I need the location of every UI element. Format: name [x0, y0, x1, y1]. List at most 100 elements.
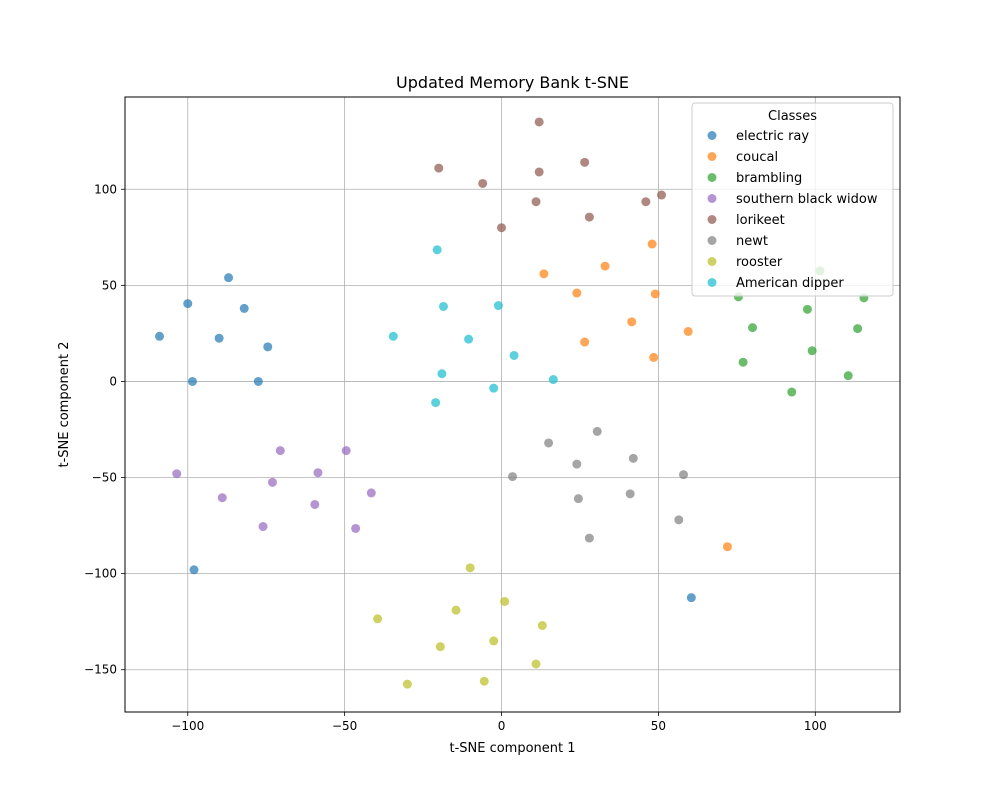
point-american-dipper: [431, 398, 441, 408]
point-southern-black-widow: [310, 499, 320, 509]
y-axis-label: t-SNE component 2: [57, 341, 72, 467]
legend-marker-electric-ray: [707, 131, 717, 140]
x-tick-label: 0: [498, 719, 506, 733]
point-lorikeet: [580, 157, 590, 167]
point-southern-black-widow: [217, 493, 227, 503]
point-lorikeet: [497, 223, 507, 233]
point-electric-ray: [187, 376, 197, 386]
point-coucal: [650, 289, 660, 299]
point-american-dipper: [509, 350, 519, 360]
point-newt: [573, 494, 583, 504]
legend-label-coucal: coucal: [736, 150, 778, 165]
legend-marker-american-dipper: [707, 278, 717, 287]
point-american-dipper: [489, 383, 499, 393]
point-lorikeet: [641, 197, 651, 207]
point-brambling: [802, 304, 812, 314]
point-electric-ray: [155, 331, 165, 341]
legend-label-southern-black-widow: southern black widow: [736, 192, 878, 207]
legend-label-lorikeet: lorikeet: [736, 213, 785, 228]
axis-ticks: −100 −50 0 50 100 −150 −100 −50 0 50 100: [84, 182, 827, 733]
point-brambling: [787, 387, 797, 397]
point-american-dipper: [388, 331, 398, 341]
data-points: [155, 117, 869, 689]
x-tick-label: 100: [804, 719, 827, 733]
point-newt: [628, 453, 638, 463]
x-tick-label: 50: [651, 719, 666, 733]
point-newt: [572, 459, 582, 469]
point-brambling: [807, 346, 817, 356]
legend-marker-rooster: [707, 257, 717, 266]
legend-label-american-dipper: American dipper: [736, 276, 844, 291]
point-lorikeet: [657, 190, 667, 200]
point-coucal: [722, 542, 732, 552]
point-southern-black-widow: [313, 468, 323, 478]
point-southern-black-widow: [267, 477, 277, 487]
point-electric-ray: [686, 593, 696, 603]
x-tick-label: −100: [171, 719, 204, 733]
point-lorikeet: [434, 163, 444, 173]
point-southern-black-widow: [351, 523, 361, 533]
point-coucal: [627, 317, 637, 327]
point-newt: [625, 489, 635, 499]
point-lorikeet: [531, 197, 541, 207]
point-american-dipper: [432, 245, 442, 255]
point-electric-ray: [253, 376, 263, 386]
x-tick-label: −50: [332, 719, 357, 733]
y-tick-label: −150: [84, 663, 117, 677]
legend-box: [691, 102, 894, 297]
y-tick-label: −50: [92, 471, 117, 485]
point-coucal: [572, 288, 582, 298]
y-tick-label: 0: [109, 374, 117, 388]
point-newt: [679, 470, 689, 480]
point-rooster: [451, 605, 461, 615]
point-american-dipper: [464, 334, 474, 344]
point-brambling: [843, 371, 853, 381]
point-lorikeet: [478, 178, 488, 188]
point-southern-black-widow: [366, 488, 376, 498]
point-electric-ray: [239, 303, 249, 313]
point-rooster: [373, 614, 383, 624]
chart-title: Updated Memory Bank t-SNE: [396, 73, 629, 92]
point-southern-black-widow: [258, 522, 268, 532]
legend-title: Classes: [768, 109, 817, 124]
point-coucal: [600, 261, 610, 271]
legend-marker-brambling: [707, 173, 717, 182]
point-rooster: [479, 676, 489, 686]
point-rooster: [489, 636, 499, 646]
point-lorikeet: [534, 167, 544, 177]
plot-area-frame: [124, 96, 901, 713]
legend-marker-lorikeet: [707, 215, 717, 224]
point-newt: [508, 472, 517, 482]
point-american-dipper: [437, 369, 447, 379]
legend-label-rooster: rooster: [736, 255, 783, 270]
point-newt: [592, 426, 602, 436]
point-rooster: [402, 679, 412, 689]
point-brambling: [748, 323, 758, 333]
point-lorikeet: [534, 117, 544, 127]
point-rooster: [500, 596, 510, 606]
y-tick-label: 100: [94, 182, 117, 196]
point-southern-black-widow: [275, 446, 285, 456]
point-american-dipper: [548, 375, 558, 385]
point-coucal: [683, 326, 693, 336]
point-electric-ray: [189, 565, 199, 575]
point-rooster: [531, 659, 541, 669]
legend-marker-newt: [707, 236, 717, 245]
legend-label-newt: newt: [736, 234, 768, 249]
point-coucal: [649, 352, 659, 362]
point-electric-ray: [224, 273, 234, 283]
point-electric-ray: [214, 333, 224, 343]
point-coucal: [539, 269, 549, 279]
legend-label-electric-ray: electric ray: [736, 129, 809, 144]
point-southern-black-widow: [341, 446, 351, 456]
point-rooster: [465, 563, 475, 573]
x-axis-label: t-SNE component 1: [449, 741, 575, 756]
point-coucal: [647, 239, 657, 249]
point-electric-ray: [263, 342, 273, 352]
legend-marker-southern-black-widow: [707, 194, 717, 203]
point-electric-ray: [183, 299, 193, 309]
legend-entries: electric ray coucal brambling southern blac…: [707, 129, 878, 291]
legend-marker-coucal: [707, 152, 717, 161]
point-american-dipper: [493, 301, 503, 311]
